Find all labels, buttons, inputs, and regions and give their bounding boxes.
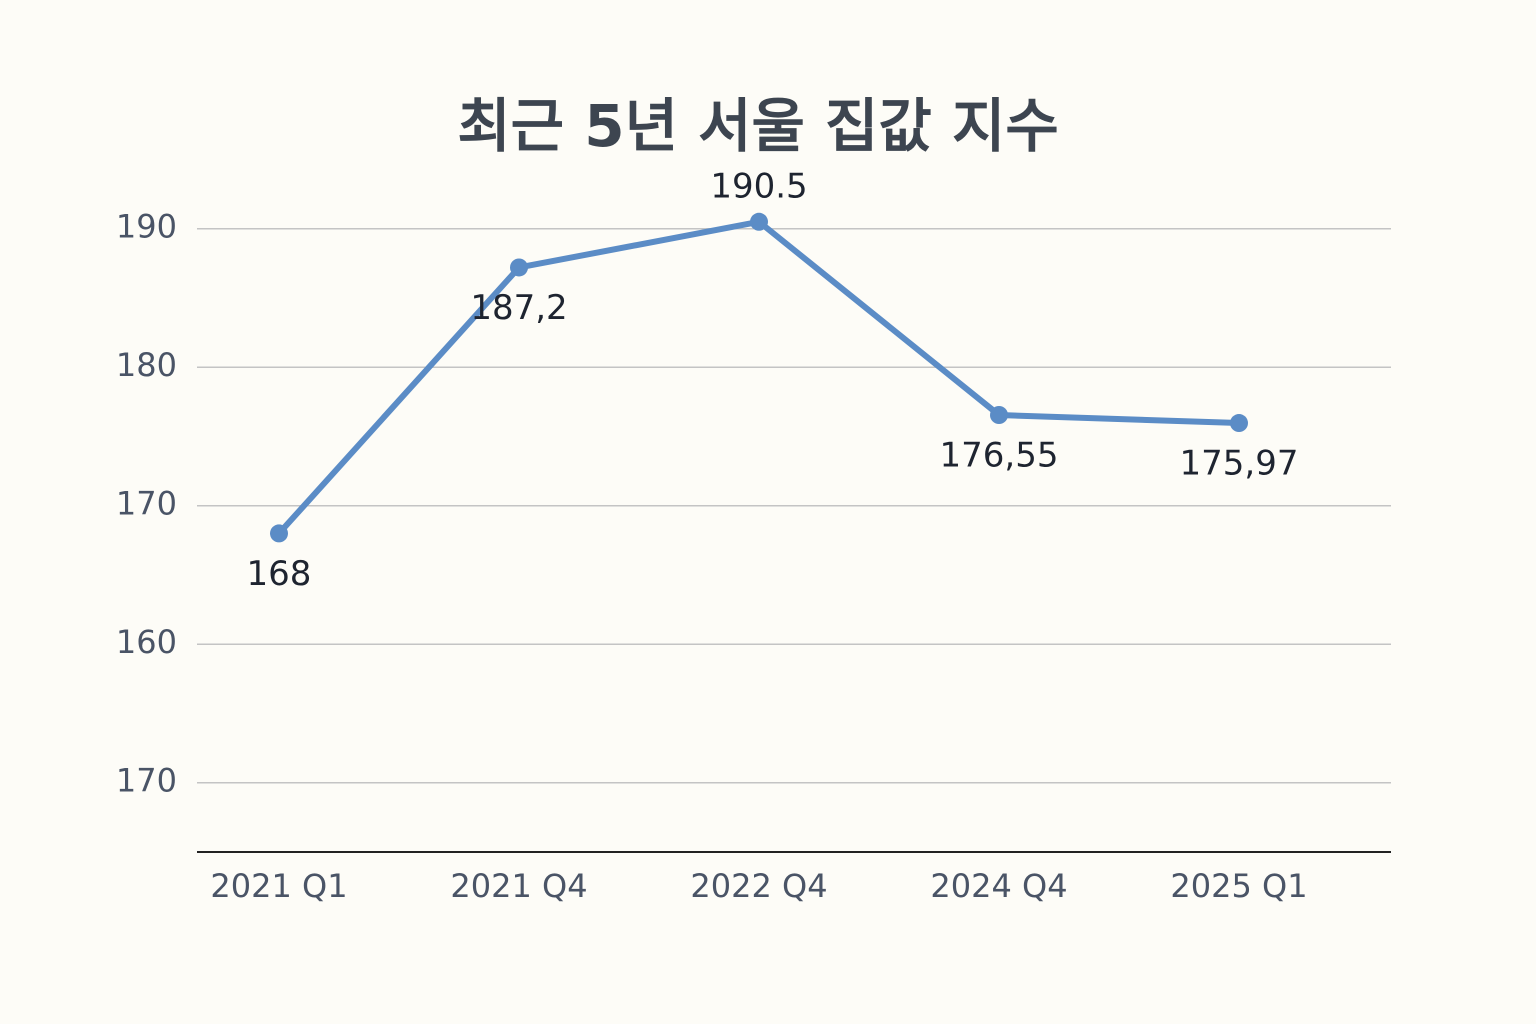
data-label: 176,55 — [940, 435, 1059, 475]
data-point — [510, 258, 528, 277]
y-tick-label: 190 — [116, 208, 177, 246]
data-label: 187,2 — [470, 288, 567, 328]
x-tick-label: 2021 Q1 — [210, 867, 347, 905]
x-tick-label: 2024 Q4 — [930, 867, 1067, 905]
data-point — [750, 212, 768, 231]
data-point — [1230, 414, 1248, 433]
y-tick-label: 170 — [116, 485, 177, 523]
data-label: 190.5 — [710, 166, 807, 206]
x-tick-label: 2022 Q4 — [690, 867, 827, 905]
x-tick-label: 2025 Q1 — [1170, 867, 1307, 905]
data-label: 175,97 — [1180, 444, 1299, 484]
data-point — [270, 524, 288, 543]
y-tick-label: 180 — [116, 346, 177, 384]
x-tick-label: 2021 Q4 — [450, 867, 587, 905]
y-tick-label: 160 — [116, 623, 177, 661]
data-point — [990, 405, 1008, 424]
chart-title: 최근 5년 서울 집값 지수 — [457, 92, 1058, 160]
y-tick-label: 170 — [116, 762, 177, 800]
data-label: 168 — [247, 554, 312, 594]
